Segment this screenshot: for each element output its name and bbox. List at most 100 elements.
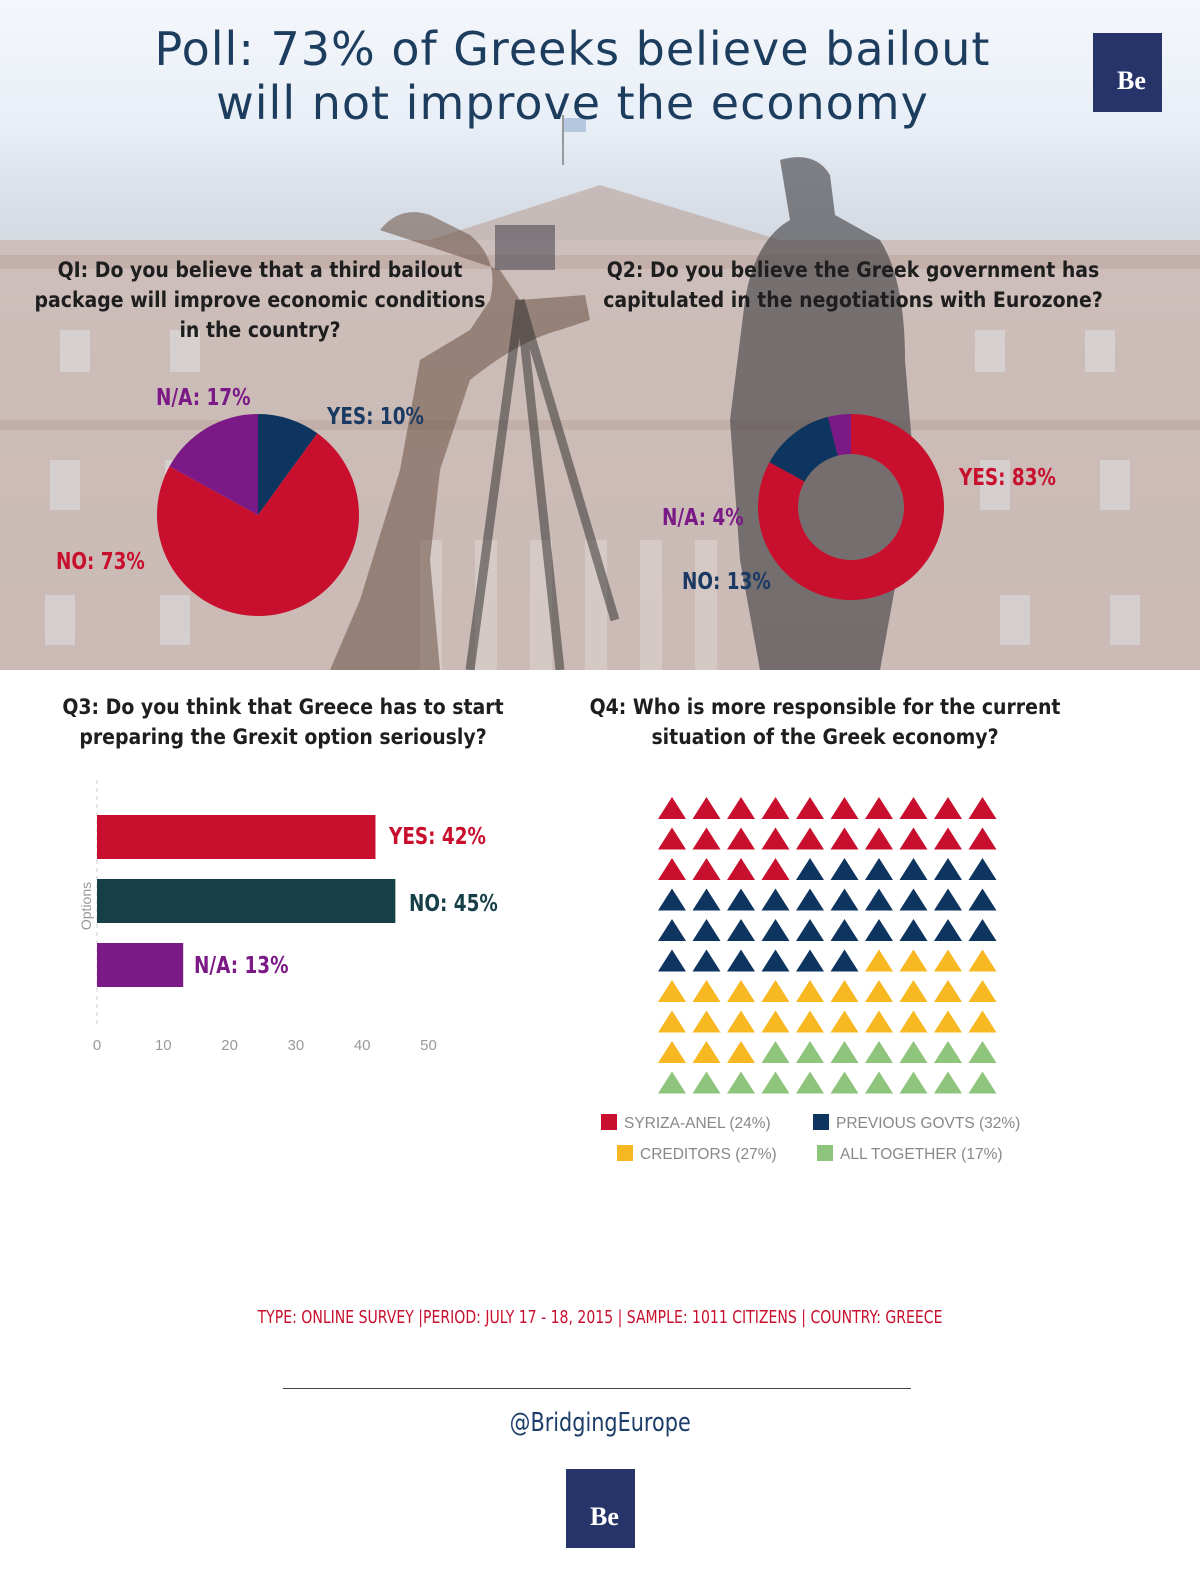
q4-triangle-previous-govts (796, 888, 824, 911)
q4-triangle-previous-govts (692, 949, 721, 972)
q4-triangle-syriza-anel (934, 797, 962, 819)
q4-triangle-syriza-anel (796, 797, 824, 819)
q4-triangle-all-together (865, 1071, 893, 1094)
q1-pie-slice-no (156, 433, 360, 617)
q4-triangle-syriza-anel (761, 858, 790, 880)
logo-bottom: Be (566, 1469, 635, 1548)
q2-label-yes: YES: 83% (959, 465, 1056, 491)
q4-triangle-all-together (968, 1041, 997, 1063)
q4-triangle-previous-govts (934, 919, 962, 941)
q3-x-tick-label: 40 (354, 1037, 371, 1054)
q4-triangle-all-together (692, 1071, 721, 1094)
q4-triangle-all-together (830, 1071, 859, 1094)
q4-triangle-previous-govts (865, 858, 893, 880)
q4-triangle-syriza-anel (727, 827, 755, 850)
q4-triangle-creditors (830, 1010, 859, 1033)
q3-bar-no (97, 879, 396, 923)
q1-title-line: package will improve economic conditions (34, 288, 486, 312)
q4-triangle-previous-govts (658, 919, 686, 941)
q4-triangle-creditors (658, 1010, 686, 1033)
q2-title-line: Q2: Do you believe the Greek government … (606, 258, 1100, 282)
q4-triangle-previous-govts (658, 949, 686, 972)
q3-x-tick-label: 0 (93, 1037, 101, 1054)
q4-triangle-creditors (727, 1041, 755, 1063)
q1-title-line: QI: Do you believe that a third bailout (57, 258, 463, 282)
q3-bar-chart: 0 10 20 30 40 50 Options (78, 780, 437, 1054)
q4-triangle-creditors (865, 980, 893, 1002)
q4-triangle-all-together (761, 1041, 790, 1063)
q4-triangle-creditors (761, 980, 790, 1002)
legend-swatch-syriza (601, 1114, 617, 1130)
legend-swatch-all-together (817, 1145, 833, 1161)
q4-triangle-previous-govts (968, 858, 997, 880)
q4-triangle-previous-govts (796, 858, 824, 880)
q4-triangle-previous-govts (761, 949, 790, 972)
q2-label-na: N/A: 4% (662, 505, 744, 531)
q3-x-tick-label: 30 (288, 1037, 305, 1054)
q4-triangle-creditors (658, 980, 686, 1002)
q4-triangle-creditors (968, 1010, 997, 1033)
q4-triangle-syriza-anel (899, 797, 928, 819)
q4-triangle-creditors (968, 980, 997, 1002)
q4-triangle-creditors (692, 1010, 721, 1033)
q4-triangle-all-together (934, 1041, 962, 1063)
q4-triangle-creditors (968, 949, 997, 972)
q3-x-tick-label: 20 (221, 1037, 238, 1054)
q4-triangle-creditors (727, 1010, 755, 1033)
q4-triangle-all-together (796, 1041, 824, 1063)
q4-triangle-syriza-anel (830, 827, 859, 850)
q4-triangle-previous-govts (692, 888, 721, 911)
q4-triangle-all-together (899, 1041, 928, 1063)
q4-triangle-previous-govts (830, 919, 859, 941)
q4-triangle-syriza-anel (968, 827, 997, 850)
q4-triangle-previous-govts (934, 858, 962, 880)
q4-title-line: Q4: Who is more responsible for the curr… (589, 695, 1061, 719)
q4-triangle-syriza-anel (934, 827, 962, 850)
q4-triangle-all-together (899, 1071, 928, 1094)
q4-triangle-syriza-anel (899, 827, 928, 850)
legend-swatch-previous (813, 1114, 829, 1130)
q3-label-na: N/A: 13% (194, 953, 289, 979)
q4-triangle-creditors (692, 980, 721, 1002)
q4-triangle-syriza-anel (865, 797, 893, 819)
q4-triangle-syriza-anel (692, 827, 721, 850)
q4-triangle-previous-govts (830, 858, 859, 880)
q1-title-line: in the country? (179, 318, 341, 342)
q4-pictogram-chart (658, 797, 997, 1094)
survey-footer: TYPE: ONLINE SURVEY |PERIOD: JULY 17 - 1… (257, 1307, 943, 1328)
q1-label-yes: YES: 10% (327, 404, 424, 430)
q4-triangle-previous-govts (934, 888, 962, 911)
q4-triangle-creditors (934, 949, 962, 972)
q4-triangle-syriza-anel (865, 827, 893, 850)
q2-donut-segment-yes (757, 414, 945, 601)
q4-triangle-creditors (865, 1010, 893, 1033)
divider (283, 1388, 911, 1389)
q4-triangle-syriza-anel (658, 827, 686, 850)
q2-label-no: NO: 13% (682, 569, 771, 595)
q4-triangle-previous-govts (761, 919, 790, 941)
q4-triangle-syriza-anel (658, 858, 686, 880)
q4-triangle-creditors (796, 1010, 824, 1033)
q3-y-axis-label: Options (78, 882, 94, 930)
q4-legend-item: PREVIOUS GOVTS (32%) (813, 1114, 1020, 1133)
logo-top: Be (1093, 33, 1162, 112)
q2-title: Q2: Do you believe the Greek government … (583, 255, 1123, 315)
q4-triangle-all-together (865, 1041, 893, 1063)
q4-triangle-creditors (899, 980, 928, 1002)
q4-triangle-syriza-anel (692, 858, 721, 880)
q4-triangle-creditors (899, 1010, 928, 1033)
q4-triangle-syriza-anel (727, 858, 755, 880)
twitter-handle[interactable]: @BridgingEurope (509, 1408, 691, 1438)
q4-triangle-previous-govts (796, 919, 824, 941)
q4-triangle-creditors (796, 980, 824, 1002)
legend-label: SYRIZA-ANEL (24%) (624, 1115, 771, 1132)
q4-triangle-previous-govts (899, 919, 928, 941)
q4-triangle-previous-govts (830, 949, 859, 972)
q1-title: QI: Do you believe that a third bailout … (10, 255, 510, 345)
q4-title-line: situation of the Greek economy? (651, 725, 999, 749)
q4-triangle-all-together (934, 1071, 962, 1094)
page-title: Poll: 73% of Greeks believe bailout will… (0, 22, 1145, 130)
q4-triangle-creditors (934, 980, 962, 1002)
q4-legend-item: CREDITORS (27%) (617, 1145, 777, 1164)
